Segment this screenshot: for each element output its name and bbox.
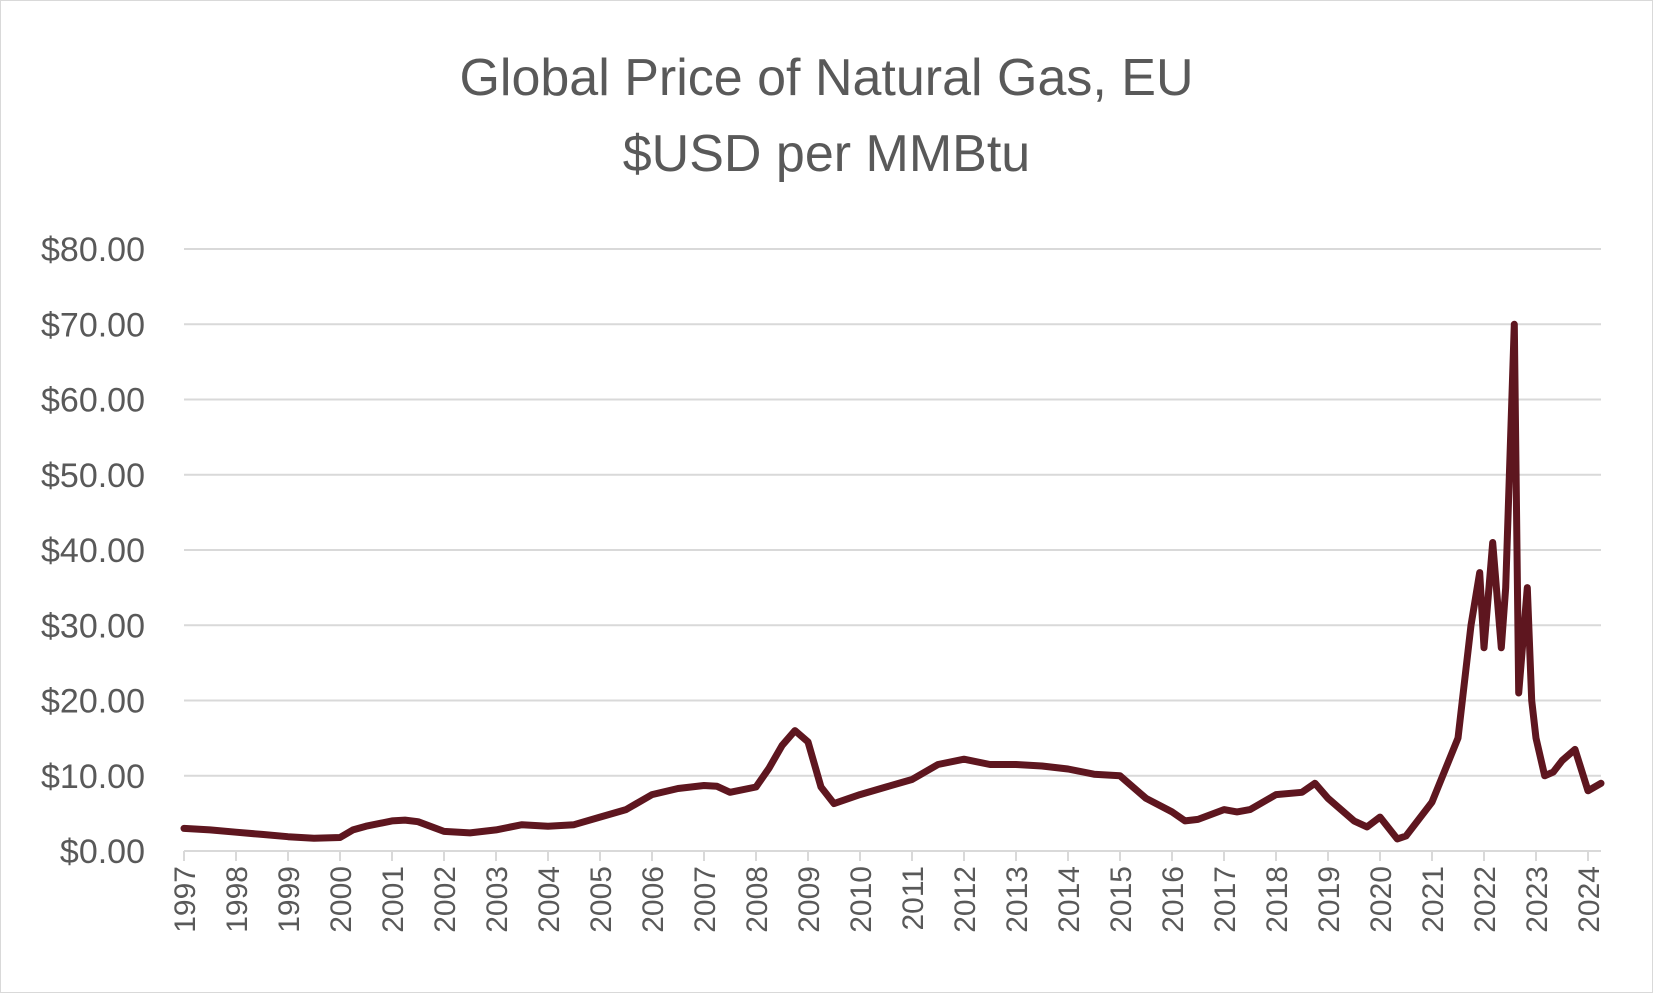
x-axis	[183, 850, 1601, 861]
y-tick-label: $60.00	[41, 382, 145, 420]
series-group	[180, 320, 1605, 843]
x-tick-label: 2008	[741, 866, 774, 933]
series-line	[180, 320, 1605, 843]
y-tick-label: $10.00	[41, 758, 145, 796]
x-tick-label: 2006	[637, 866, 670, 933]
y-axis-tick-labels: $0.00 $10.00 $20.00 $30.00 $40.00 $50.00 $60.0…	[41, 231, 145, 871]
x-tick-label: 2020	[1365, 866, 1398, 933]
y-tick-label: $0.00	[60, 833, 145, 871]
y-tick-label: $40.00	[41, 532, 145, 570]
x-tick-label: 2023	[1521, 866, 1554, 933]
grid-lines	[184, 248, 1601, 777]
x-tick-label: 2005	[585, 866, 618, 933]
x-tick-label: 2010	[845, 866, 878, 933]
y-tick-label: $80.00	[41, 231, 145, 269]
x-tick-label: 2004	[533, 866, 566, 933]
x-tick-label: 2002	[429, 866, 462, 933]
x-tick-label: 2011	[897, 866, 930, 931]
x-tick-label: 2015	[1105, 866, 1138, 933]
x-tick-label: 2016	[1157, 866, 1190, 933]
x-tick-label: 2003	[481, 866, 514, 933]
chart-title-line-1: Global Price of Natural Gas, EU	[459, 49, 1194, 107]
x-tick-label: 1999	[273, 866, 306, 933]
x-tick-label: 1997	[169, 866, 202, 933]
x-tick-label: 2000	[325, 866, 358, 933]
x-tick-label: 2024	[1573, 866, 1606, 933]
x-tick-label: 2012	[949, 866, 982, 933]
x-tick-label: 2014	[1053, 866, 1086, 933]
x-tick-label: 2001	[377, 866, 410, 933]
x-tick-label: 2017	[1209, 866, 1242, 933]
x-tick-label: 2007	[689, 866, 722, 933]
x-axis-tick-labels: 1997 1998 1999 2000 2001 2002 2003 2004 2005 2006…	[169, 866, 1606, 933]
x-tick-label: 2009	[793, 866, 826, 933]
x-tick-label: 2018	[1261, 866, 1294, 933]
x-tick-label: 2021	[1417, 866, 1450, 933]
x-tick-label: 1998	[221, 866, 254, 933]
chart-title-line-2: $USD per MMBtu	[622, 125, 1031, 183]
x-tick-label: 2022	[1469, 866, 1502, 933]
y-tick-label: $20.00	[41, 683, 145, 721]
x-tick-label: 2013	[1001, 866, 1034, 933]
x-tick-label: 2019	[1313, 866, 1346, 933]
y-tick-label: $30.00	[41, 607, 145, 645]
y-tick-label: $50.00	[41, 457, 145, 495]
y-tick-label: $70.00	[41, 306, 145, 344]
chart-title: Global Price of Natural Gas, EU $USD per…	[0, 40, 1653, 192]
